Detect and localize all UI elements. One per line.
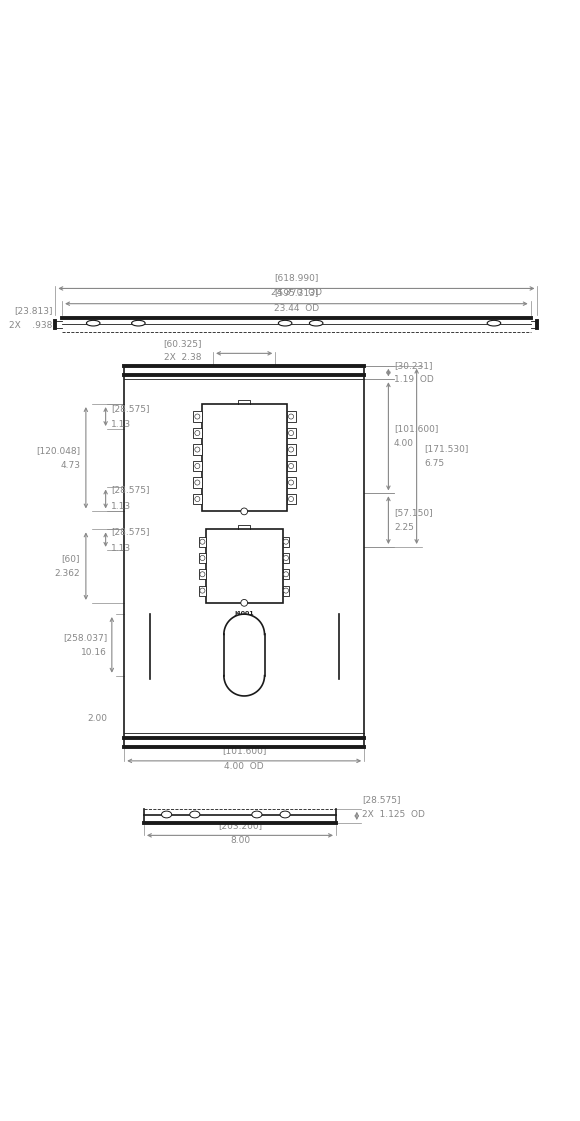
Text: [171.530]: [171.530] — [424, 445, 468, 454]
Text: [101.600]: [101.600] — [394, 425, 438, 434]
Ellipse shape — [487, 321, 501, 326]
Bar — [287, 478, 296, 488]
Text: 6.75: 6.75 — [424, 460, 444, 469]
Text: 1.13: 1.13 — [111, 544, 132, 553]
Text: 1.13: 1.13 — [111, 502, 132, 511]
Bar — [206, 529, 282, 603]
Text: [28.575]: [28.575] — [362, 795, 401, 805]
Bar — [282, 569, 289, 580]
Text: [101.600]: [101.600] — [222, 747, 266, 756]
Text: [60]: [60] — [61, 554, 80, 564]
Ellipse shape — [280, 812, 290, 818]
Bar — [287, 411, 296, 421]
Bar — [287, 494, 296, 504]
Text: [60.325]: [60.325] — [164, 339, 202, 348]
Text: 2.362: 2.362 — [55, 569, 80, 578]
Bar — [193, 428, 202, 438]
Text: 2X    .938: 2X .938 — [9, 321, 53, 330]
Bar — [287, 444, 296, 455]
Bar — [193, 444, 202, 455]
Text: 2.25: 2.25 — [394, 524, 414, 532]
Bar — [193, 478, 202, 488]
Text: 1.19  OD: 1.19 OD — [394, 376, 434, 385]
Bar — [193, 461, 202, 471]
Text: J4001: J4001 — [234, 611, 254, 615]
Text: [618.990]: [618.990] — [274, 272, 318, 281]
Bar — [282, 585, 289, 595]
Text: [203.200]: [203.200] — [218, 821, 262, 830]
Circle shape — [288, 480, 293, 485]
Bar — [282, 553, 289, 563]
Circle shape — [288, 414, 293, 419]
Text: 23.44  OD: 23.44 OD — [274, 304, 319, 313]
Text: 2X  2.38: 2X 2.38 — [164, 353, 202, 362]
Ellipse shape — [190, 812, 200, 818]
Ellipse shape — [309, 321, 323, 326]
Text: 8.00: 8.00 — [230, 836, 250, 845]
Bar — [287, 428, 296, 438]
Text: [120.048]: [120.048] — [36, 446, 80, 455]
Circle shape — [288, 463, 293, 469]
Text: [595.313]: [595.313] — [274, 288, 318, 297]
Text: [30.231]: [30.231] — [394, 361, 433, 370]
Circle shape — [200, 555, 205, 560]
Circle shape — [195, 497, 200, 501]
Circle shape — [195, 414, 200, 419]
Circle shape — [241, 508, 248, 515]
Bar — [199, 537, 206, 547]
Bar — [202, 405, 287, 511]
Circle shape — [200, 572, 205, 577]
Text: [28.575]: [28.575] — [111, 527, 150, 536]
Text: 24.370  OD: 24.370 OD — [271, 288, 322, 297]
Ellipse shape — [161, 812, 172, 818]
Circle shape — [200, 539, 205, 544]
Bar — [287, 461, 296, 471]
Circle shape — [288, 430, 293, 436]
Text: [23.813]: [23.813] — [14, 306, 53, 315]
Circle shape — [284, 555, 288, 560]
Text: 1.13: 1.13 — [111, 420, 132, 429]
Text: 2X  1.125  OD: 2X 1.125 OD — [362, 810, 425, 819]
Circle shape — [195, 480, 200, 485]
Text: 4.00: 4.00 — [394, 439, 414, 448]
Bar — [193, 411, 202, 421]
Bar — [193, 494, 202, 504]
Ellipse shape — [86, 321, 100, 326]
Text: [28.575]: [28.575] — [111, 485, 150, 494]
Circle shape — [284, 589, 288, 593]
Text: [28.575]: [28.575] — [111, 405, 150, 414]
Bar — [144, 809, 336, 823]
Circle shape — [195, 463, 200, 469]
Circle shape — [288, 497, 293, 501]
Ellipse shape — [252, 812, 262, 818]
Circle shape — [195, 447, 200, 452]
Bar — [199, 553, 206, 563]
Circle shape — [200, 589, 205, 593]
Bar — [62, 317, 531, 332]
Circle shape — [288, 447, 293, 452]
Ellipse shape — [278, 321, 292, 326]
Ellipse shape — [132, 321, 145, 326]
Text: 4.73: 4.73 — [60, 461, 80, 470]
Text: 10.16: 10.16 — [81, 648, 107, 657]
Text: [258.037]: [258.037] — [63, 633, 107, 642]
Circle shape — [195, 430, 200, 436]
Circle shape — [241, 600, 248, 606]
Text: [57.150]: [57.150] — [394, 508, 433, 517]
Bar — [124, 365, 364, 747]
Circle shape — [284, 539, 288, 544]
Bar — [199, 569, 206, 580]
Bar — [199, 585, 206, 595]
Text: 2.00: 2.00 — [88, 714, 107, 723]
Circle shape — [284, 572, 288, 577]
Text: 4.00  OD: 4.00 OD — [224, 762, 264, 771]
Bar — [282, 537, 289, 547]
